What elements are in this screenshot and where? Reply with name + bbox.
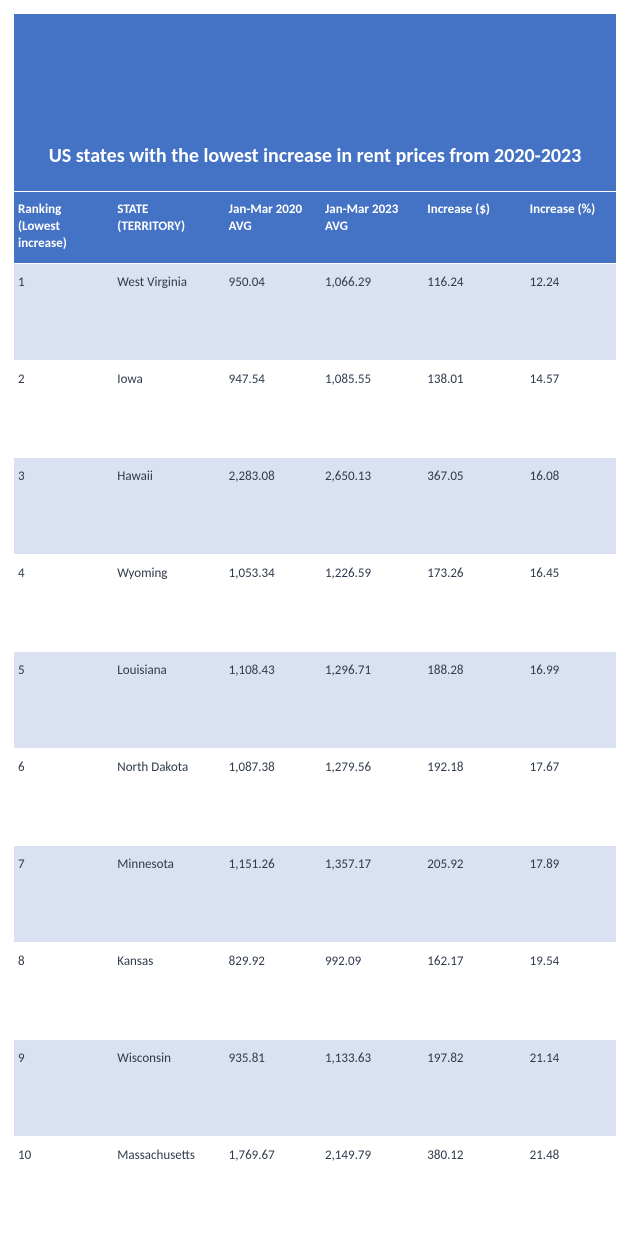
cell-increase-pct: 17.89 [520,845,616,942]
cell-state: Minnesota [107,845,218,942]
cell-avg2020: 2,283.08 [219,457,315,554]
cell-state: Kansas [107,942,218,1039]
cell-rank: 6 [14,748,107,845]
table-head: Ranking (Lowest increase) STATE (TERRITO… [14,192,616,264]
table-row: 8Kansas829.92992.09162.1719.54 [14,942,616,1039]
table-row: 2Iowa947.541,085.55138.0114.57 [14,360,616,457]
cell-increase-pct: 21.14 [520,1039,616,1136]
cell-avg2023: 2,650.13 [315,457,417,554]
cell-increase-dollars: 188.28 [417,651,519,748]
cell-rank: 4 [14,554,107,651]
cell-avg2020: 1,053.34 [219,554,315,651]
cell-avg2023: 2,149.79 [315,1136,417,1233]
cell-increase-pct: 17.67 [520,748,616,845]
cell-rank: 5 [14,651,107,748]
cell-avg2023: 1,296.71 [315,651,417,748]
col-header-increase-pct: Increase (%) [520,192,616,264]
cell-rank: 1 [14,263,107,360]
col-header-avg2023: Jan-Mar 2023 AVG [315,192,417,264]
cell-increase-dollars: 197.82 [417,1039,519,1136]
cell-avg2023: 992.09 [315,942,417,1039]
table-row: 6North Dakota1,087.381,279.56192.1817.67 [14,748,616,845]
cell-increase-dollars: 162.17 [417,942,519,1039]
col-header-increase-dollars: Increase ($) [417,192,519,264]
cell-avg2020: 1,087.38 [219,748,315,845]
cell-increase-dollars: 192.18 [417,748,519,845]
table-body: 1West Virginia950.041,066.29116.2412.242… [14,263,616,1233]
cell-increase-dollars: 116.24 [417,263,519,360]
cell-avg2020: 950.04 [219,263,315,360]
table-row: 9Wisconsin935.811,133.63197.8221.14 [14,1039,616,1136]
cell-avg2020: 829.92 [219,942,315,1039]
cell-avg2023: 1,357.17 [315,845,417,942]
cell-increase-dollars: 380.12 [417,1136,519,1233]
cell-rank: 8 [14,942,107,1039]
cell-increase-pct: 19.54 [520,942,616,1039]
cell-avg2023: 1,279.56 [315,748,417,845]
cell-increase-dollars: 205.92 [417,845,519,942]
table-row: 7Minnesota1,151.261,357.17205.9217.89 [14,845,616,942]
cell-rank: 10 [14,1136,107,1233]
cell-avg2020: 1,108.43 [219,651,315,748]
cell-avg2023: 1,226.59 [315,554,417,651]
cell-increase-pct: 12.24 [520,263,616,360]
cell-avg2020: 935.81 [219,1039,315,1136]
cell-state: Louisiana [107,651,218,748]
cell-increase-pct: 16.99 [520,651,616,748]
table-row: 4Wyoming1,053.341,226.59173.2616.45 [14,554,616,651]
cell-avg2023: 1,085.55 [315,360,417,457]
cell-state: North Dakota [107,748,218,845]
col-header-state: STATE (TERRITORY) [107,192,218,264]
cell-rank: 2 [14,360,107,457]
cell-increase-pct: 21.48 [520,1136,616,1233]
cell-increase-pct: 16.08 [520,457,616,554]
cell-state: Iowa [107,360,218,457]
table-row: 5Louisiana1,108.431,296.71188.2816.99 [14,651,616,748]
cell-state: Wisconsin [107,1039,218,1136]
col-header-avg2020: Jan-Mar 2020 AVG [219,192,315,264]
table-row: 3Hawaii2,283.082,650.13367.0516.08 [14,457,616,554]
table-row: 10Massachusetts1,769.672,149.79380.1221.… [14,1136,616,1233]
col-header-rank: Ranking (Lowest increase) [14,192,107,264]
cell-state: Wyoming [107,554,218,651]
cell-state: West Virginia [107,263,218,360]
cell-state: Hawaii [107,457,218,554]
cell-avg2020: 1,151.26 [219,845,315,942]
table-row: 1West Virginia950.041,066.29116.2412.24 [14,263,616,360]
cell-increase-dollars: 367.05 [417,457,519,554]
cell-rank: 9 [14,1039,107,1136]
title-wrap: US states with the lowest increase in re… [14,14,616,191]
cell-avg2023: 1,066.29 [315,263,417,360]
cell-increase-dollars: 138.01 [417,360,519,457]
rent-table: Ranking (Lowest increase) STATE (TERRITO… [14,191,616,1234]
cell-rank: 7 [14,845,107,942]
table-panel: US states with the lowest increase in re… [14,14,616,1234]
cell-increase-pct: 16.45 [520,554,616,651]
cell-increase-pct: 14.57 [520,360,616,457]
cell-increase-dollars: 173.26 [417,554,519,651]
cell-rank: 3 [14,457,107,554]
cell-state: Massachusetts [107,1136,218,1233]
page-title: US states with the lowest increase in re… [44,144,586,169]
cell-avg2020: 1,769.67 [219,1136,315,1233]
cell-avg2023: 1,133.63 [315,1039,417,1136]
cell-avg2020: 947.54 [219,360,315,457]
